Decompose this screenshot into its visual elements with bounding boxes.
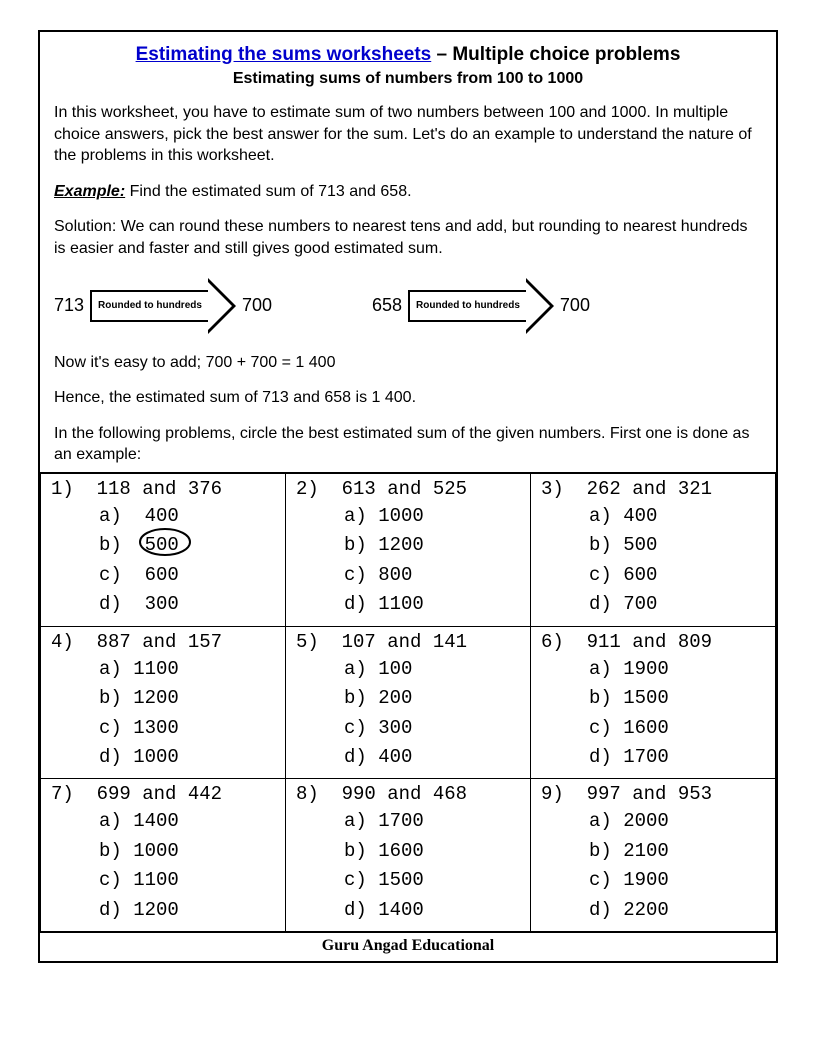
subtitle: Estimating sums of numbers from 100 to 1… — [54, 70, 762, 88]
left-input-number: 713 — [54, 295, 84, 316]
option[interactable]: a) 1000 — [344, 502, 520, 531]
question-line: 6) 911 and 809 — [541, 631, 765, 653]
example-prompt: Find the estimated sum of 713 and 658. — [125, 183, 411, 200]
option[interactable]: b) 1000 — [99, 837, 275, 866]
option[interactable]: c) 800 — [344, 561, 520, 590]
option[interactable]: d) 700 — [589, 590, 765, 619]
option[interactable]: c) 1600 — [589, 714, 765, 743]
question-line: 2) 613 and 525 — [296, 478, 520, 500]
question-line: 1) 118 and 376 — [51, 478, 275, 500]
arrow-label: Rounded to hundreds — [90, 290, 208, 322]
option[interactable]: c) 600 — [589, 561, 765, 590]
worksheet-content: Estimating the sums worksheets – Multipl… — [40, 32, 776, 466]
option[interactable]: a) 1900 — [589, 655, 765, 684]
option[interactable]: b) 1200 — [344, 531, 520, 560]
option[interactable]: a) 400 — [589, 502, 765, 531]
hence-line: Hence, the estimated sum of 713 and 658 … — [54, 387, 762, 409]
problem-cell: 7) 699 and 442a) 1400b) 1000c) 1100d) 12… — [41, 779, 286, 932]
options-list: a) 1100b) 1200c) 1300d) 1000 — [99, 655, 275, 773]
option[interactable]: c) 1100 — [99, 866, 275, 895]
question-line: 3) 262 and 321 — [541, 478, 765, 500]
circled-answer: 500 — [145, 531, 179, 560]
option[interactable]: d) 2200 — [589, 896, 765, 925]
option[interactable]: d) 400 — [344, 743, 520, 772]
options-list: a) 2000b) 2100c) 1900d) 2200 — [589, 807, 765, 925]
option[interactable]: c) 1300 — [99, 714, 275, 743]
problem-cell: 8) 990 and 468a) 1700b) 1600c) 1500d) 14… — [286, 779, 531, 932]
option[interactable]: a) 100 — [344, 655, 520, 684]
problem-cell: 3) 262 and 321a) 400b) 500c) 600d) 700 — [531, 473, 776, 626]
problem-cell: 1) 118 and 376a) 400b) 500c) 600d) 300 — [41, 473, 286, 626]
options-list: a) 400b) 500c) 600d) 700 — [589, 502, 765, 620]
example-line: Example: Find the estimated sum of 713 a… — [54, 181, 762, 203]
option[interactable]: b) 1600 — [344, 837, 520, 866]
solution-paragraph: Solution: We can round these numbers to … — [54, 216, 762, 259]
option[interactable]: b) 1200 — [99, 684, 275, 713]
question-line: 8) 990 and 468 — [296, 783, 520, 805]
problem-cell: 9) 997 and 953a) 2000b) 2100c) 1900d) 22… — [531, 779, 776, 932]
problem-cell: 6) 911 and 809a) 1900b) 1500c) 1600d) 17… — [531, 626, 776, 779]
title-link[interactable]: Estimating the sums worksheets — [136, 44, 432, 65]
option[interactable]: b) 500 — [99, 531, 275, 560]
option[interactable]: d) 1200 — [99, 896, 275, 925]
option[interactable]: a) 2000 — [589, 807, 765, 836]
rounding-right: 658 Rounded to hundreds 700 — [372, 278, 590, 334]
question-line: 9) 997 and 953 — [541, 783, 765, 805]
option[interactable]: a) 1100 — [99, 655, 275, 684]
option[interactable]: c) 600 — [99, 561, 275, 590]
options-list: a) 1700b) 1600c) 1500d) 1400 — [344, 807, 520, 925]
example-label: Example: — [54, 183, 125, 200]
problems-table: 1) 118 and 376a) 400b) 500c) 600d) 3002)… — [40, 472, 776, 932]
option[interactable]: a) 400 — [99, 502, 275, 531]
problem-cell: 5) 107 and 141a) 100b) 200c) 300d) 400 — [286, 626, 531, 779]
option[interactable]: b) 2100 — [589, 837, 765, 866]
options-list: a) 1900b) 1500c) 1600d) 1700 — [589, 655, 765, 773]
option[interactable]: c) 1500 — [344, 866, 520, 895]
intro-paragraph: In this worksheet, you have to estimate … — [54, 102, 762, 167]
option[interactable]: a) 1700 — [344, 807, 520, 836]
problem-cell: 2) 613 and 525a) 1000b) 1200c) 800d) 110… — [286, 473, 531, 626]
right-output-number: 700 — [560, 295, 590, 316]
option[interactable]: b) 500 — [589, 531, 765, 560]
arrow-icon: Rounded to hundreds — [408, 278, 554, 334]
option[interactable]: d) 1700 — [589, 743, 765, 772]
option[interactable]: b) 1500 — [589, 684, 765, 713]
options-list: a) 1400b) 1000c) 1100d) 1200 — [99, 807, 275, 925]
option[interactable]: d) 1400 — [344, 896, 520, 925]
footer-credit: Guru Angad Educational — [40, 932, 776, 961]
option[interactable]: c) 1900 — [589, 866, 765, 895]
option[interactable]: d) 1100 — [344, 590, 520, 619]
question-line: 4) 887 and 157 — [51, 631, 275, 653]
question-line: 7) 699 and 442 — [51, 783, 275, 805]
worksheet-frame: Estimating the sums worksheets – Multipl… — [38, 30, 778, 963]
option[interactable]: d) 1000 — [99, 743, 275, 772]
arrow-label: Rounded to hundreds — [408, 290, 526, 322]
title-suffix: – Multiple choice problems — [431, 44, 680, 65]
option[interactable]: a) 1400 — [99, 807, 275, 836]
options-list: a) 1000b) 1200c) 800d) 1100 — [344, 502, 520, 620]
right-input-number: 658 — [372, 295, 402, 316]
options-list: a) 100b) 200c) 300d) 400 — [344, 655, 520, 773]
question-line: 5) 107 and 141 — [296, 631, 520, 653]
arrow-icon: Rounded to hundreds — [90, 278, 236, 334]
option[interactable]: d) 300 — [99, 590, 275, 619]
rounding-left: 713 Rounded to hundreds 700 — [54, 278, 272, 334]
option[interactable]: c) 300 — [344, 714, 520, 743]
problem-cell: 4) 887 and 157a) 1100b) 1200c) 1300d) 10… — [41, 626, 286, 779]
rounding-diagram: 713 Rounded to hundreds 700 658 Rounded … — [54, 278, 762, 334]
option[interactable]: b) 200 — [344, 684, 520, 713]
left-output-number: 700 — [242, 295, 272, 316]
options-list: a) 400b) 500c) 600d) 300 — [99, 502, 275, 620]
title-line: Estimating the sums worksheets – Multipl… — [54, 44, 762, 66]
instruction-line: In the following problems, circle the be… — [54, 423, 762, 466]
now-line: Now it's easy to add; 700 + 700 = 1 400 — [54, 352, 762, 374]
